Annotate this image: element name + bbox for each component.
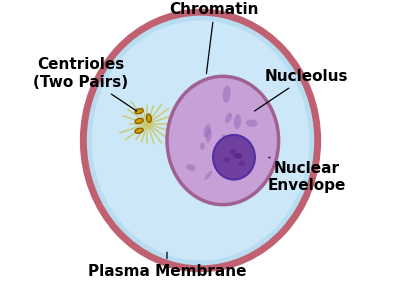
Ellipse shape — [92, 21, 309, 260]
Ellipse shape — [223, 85, 231, 103]
Text: Plasma Membrane: Plasma Membrane — [88, 252, 246, 279]
Ellipse shape — [238, 161, 245, 166]
Text: Nucleolus: Nucleolus — [254, 69, 348, 111]
Ellipse shape — [206, 128, 212, 143]
Ellipse shape — [223, 157, 230, 162]
Ellipse shape — [146, 114, 151, 122]
Text: Centrioles
(Two Pairs): Centrioles (Two Pairs) — [33, 57, 137, 111]
Ellipse shape — [246, 119, 258, 127]
Ellipse shape — [224, 142, 236, 150]
Ellipse shape — [232, 153, 239, 158]
Ellipse shape — [203, 124, 211, 138]
Ellipse shape — [135, 128, 143, 133]
Ellipse shape — [135, 118, 143, 124]
Text: Nuclear
Envelope: Nuclear Envelope — [267, 157, 346, 193]
Ellipse shape — [213, 135, 255, 180]
Ellipse shape — [222, 134, 232, 147]
Ellipse shape — [205, 171, 212, 180]
Ellipse shape — [235, 153, 243, 159]
Ellipse shape — [167, 76, 279, 205]
Text: Chromatin: Chromatin — [170, 2, 259, 74]
Ellipse shape — [235, 153, 242, 158]
Ellipse shape — [234, 114, 241, 130]
Ellipse shape — [186, 164, 195, 171]
Ellipse shape — [83, 12, 318, 269]
Ellipse shape — [225, 113, 232, 123]
Ellipse shape — [213, 154, 226, 166]
Ellipse shape — [235, 167, 244, 176]
Ellipse shape — [200, 142, 205, 150]
Ellipse shape — [248, 146, 253, 153]
Ellipse shape — [229, 149, 236, 155]
Ellipse shape — [135, 109, 143, 114]
